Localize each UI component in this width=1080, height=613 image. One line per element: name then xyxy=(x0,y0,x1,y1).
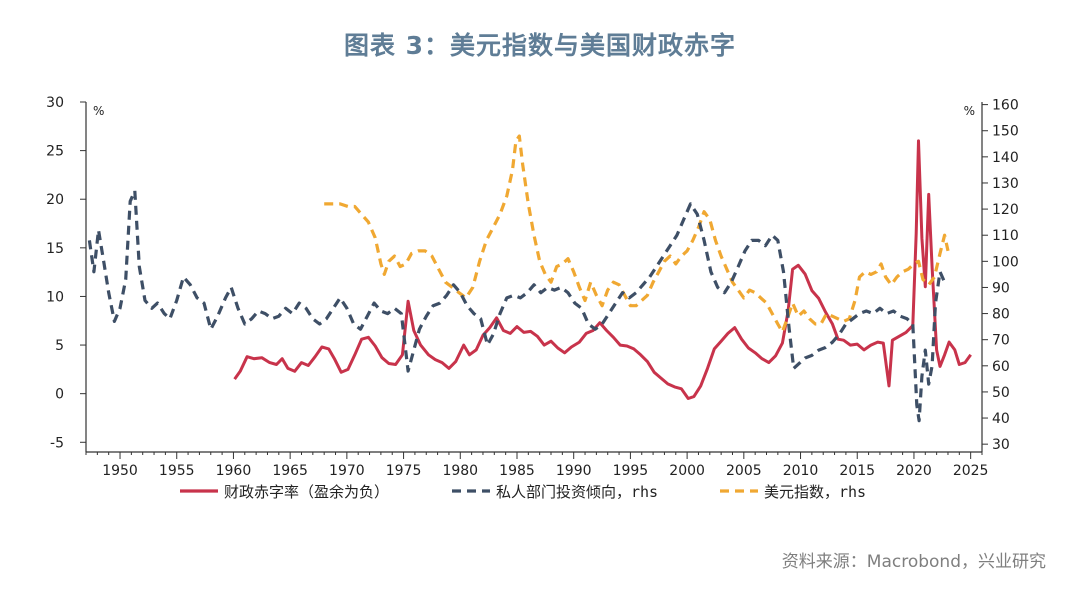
right-tick-label: 130 xyxy=(992,176,1019,192)
left-tick-label: 0 xyxy=(55,387,64,403)
right-tick-label: 160 xyxy=(992,98,1019,114)
axes: -505101520253030405060708090100110120130… xyxy=(46,95,1019,479)
left-tick-label: 15 xyxy=(46,241,64,257)
x-tick-label: 1965 xyxy=(272,463,308,479)
x-tick-label: 2020 xyxy=(896,463,932,479)
x-tick-label: 1995 xyxy=(613,463,649,479)
legend: 财政赤字率（盈余为负） 私人部门投资倾向，rhs 美元指数，rhs xyxy=(180,483,866,501)
right-tick-label: 90 xyxy=(992,280,1010,296)
right-tick-label: 50 xyxy=(992,385,1010,401)
right-tick-label: 150 xyxy=(992,124,1019,140)
right-tick-label: 30 xyxy=(992,437,1010,453)
right-tick-label: 110 xyxy=(992,228,1019,244)
x-tick-label: 1985 xyxy=(499,463,535,479)
legend-label-3: 美元指数，rhs xyxy=(764,483,866,501)
x-tick-label: 2000 xyxy=(669,463,705,479)
series-lines xyxy=(87,134,972,423)
legend-label-1: 财政赤字率（盈余为负） xyxy=(224,483,389,501)
series-line-3 xyxy=(324,134,950,334)
x-tick-label: 2010 xyxy=(783,463,819,479)
x-tick-label: 1955 xyxy=(159,463,195,479)
left-tick-label: 25 xyxy=(46,144,64,160)
right-tick-label: 70 xyxy=(992,333,1010,349)
left-tick-label: 10 xyxy=(46,289,64,305)
source-note: 资料来源：Macrobond，兴业研究 xyxy=(781,552,1046,572)
left-tick-label: 30 xyxy=(46,95,64,111)
series-line-2 xyxy=(87,189,947,423)
right-tick-label: 80 xyxy=(992,307,1010,323)
right-tick-label: 100 xyxy=(992,254,1019,270)
x-tick-label: 2025 xyxy=(953,463,989,479)
right-tick-label: 120 xyxy=(992,202,1019,218)
x-tick-label: 2015 xyxy=(839,463,875,479)
left-tick-label: 5 xyxy=(55,338,64,354)
x-tick-label: 1980 xyxy=(442,463,478,479)
right-tick-label: 60 xyxy=(992,359,1010,375)
chart-title: 图表 3：美元指数与美国财政赤字 xyxy=(343,31,737,60)
x-tick-label: 1960 xyxy=(216,463,252,479)
left-tick-label: 20 xyxy=(46,192,64,208)
x-tick-label: 1975 xyxy=(386,463,422,479)
x-tick-label: 2005 xyxy=(726,463,762,479)
left-unit-label: % xyxy=(93,104,104,118)
series-line-1 xyxy=(233,139,972,400)
right-unit-label: % xyxy=(964,104,975,118)
x-tick-label: 1970 xyxy=(329,463,365,479)
x-tick-label: 1990 xyxy=(556,463,592,479)
right-tick-label: 40 xyxy=(992,411,1010,427)
left-tick-label: -5 xyxy=(50,435,64,451)
x-tick-label: 1950 xyxy=(102,463,138,479)
right-tick-label: 140 xyxy=(992,150,1019,166)
legend-label-2: 私人部门投资倾向，rhs xyxy=(496,483,658,501)
